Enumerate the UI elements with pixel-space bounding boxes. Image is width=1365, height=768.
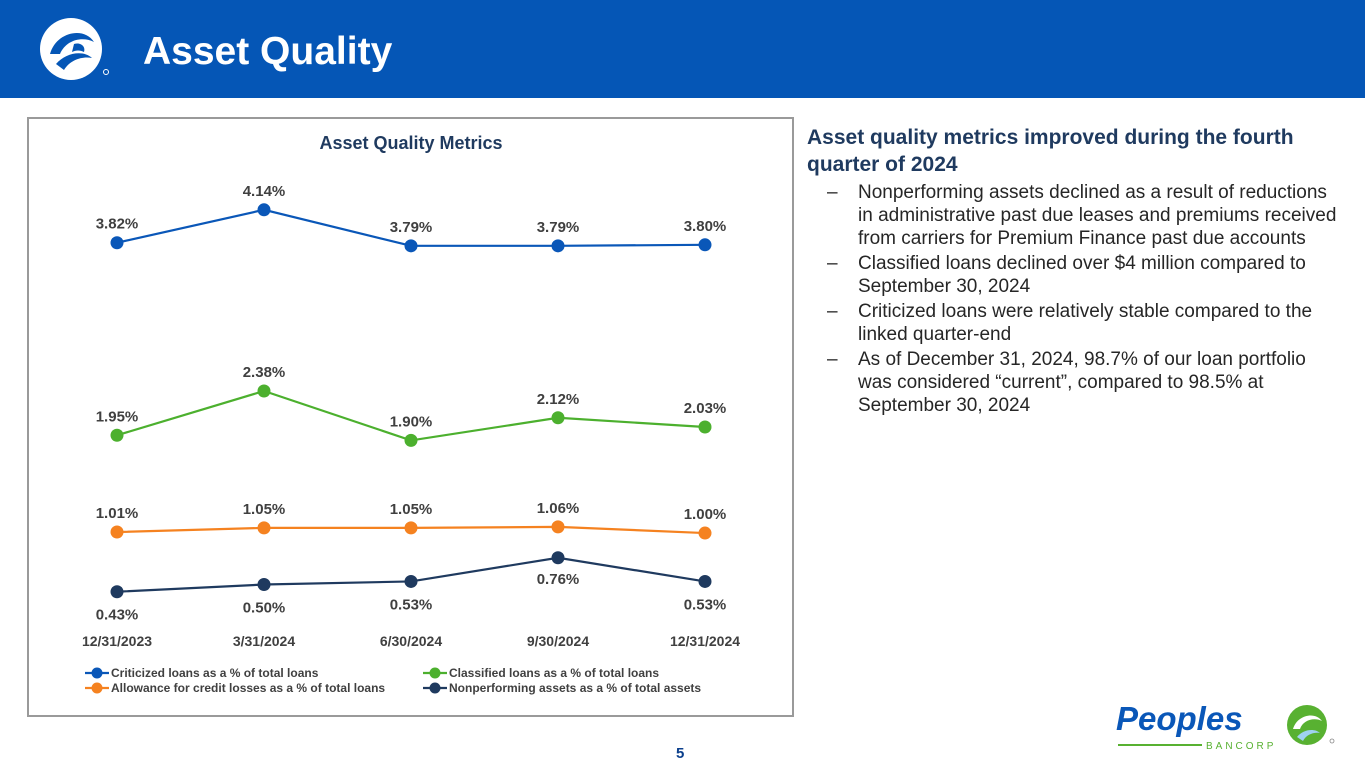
header-bar: Asset Quality xyxy=(0,0,1365,98)
data-label: 1.06% xyxy=(537,500,580,517)
data-point xyxy=(257,521,271,535)
commentary-panel: Asset quality metrics improved during th… xyxy=(807,124,1337,419)
data-label: 1.05% xyxy=(390,501,433,518)
data-label: 0.53% xyxy=(684,596,727,613)
data-label: 3.79% xyxy=(537,219,580,236)
legend-marker xyxy=(91,682,103,694)
commentary-heading: Asset quality metrics improved during th… xyxy=(807,126,1294,176)
page-title: Asset Quality xyxy=(143,30,393,73)
legend-label: Nonperforming assets as a % of total ass… xyxy=(449,681,701,695)
data-point xyxy=(257,203,271,217)
data-label: 2.38% xyxy=(243,364,286,381)
data-label: 3.79% xyxy=(390,219,433,236)
commentary-bullet: – As of December 31, 2024, 98.7% of our … xyxy=(807,348,1337,417)
bullet-dash: – xyxy=(827,182,838,203)
data-point xyxy=(110,525,124,539)
data-label: 2.03% xyxy=(684,400,727,417)
data-point xyxy=(404,521,418,535)
commentary-bullet: – Criticized loans were relatively stabl… xyxy=(807,300,1337,346)
brand-name: Peoples xyxy=(1116,700,1243,737)
legend-marker xyxy=(429,667,441,679)
brand-subname: BANCORP xyxy=(1206,741,1276,752)
peoples-emblem-icon xyxy=(40,18,109,80)
data-label: 1.90% xyxy=(390,413,433,430)
data-label: 0.50% xyxy=(243,600,286,617)
bullet-text: Nonperforming assets declined as a resul… xyxy=(858,182,1337,249)
data-point xyxy=(551,411,565,425)
x-tick-label: 3/31/2024 xyxy=(233,633,295,649)
page-number: 5 xyxy=(676,745,685,762)
data-point xyxy=(257,384,271,398)
chart-title: Asset Quality Metrics xyxy=(319,133,502,153)
data-label: 2.12% xyxy=(537,391,580,408)
bullet-dash: – xyxy=(827,301,838,322)
data-label: 3.80% xyxy=(684,218,727,235)
asset-quality-chart: Asset Quality Metrics 3.82% 4.14% 3.79% 3.79… xyxy=(82,133,740,695)
legend-label: Criticized loans as a % of total loans xyxy=(111,666,319,680)
data-point xyxy=(110,428,124,442)
commentary-bullet: – Nonperforming assets declined as a res… xyxy=(807,181,1337,250)
data-label: 4.14% xyxy=(243,183,286,200)
data-label: 0.76% xyxy=(537,571,580,588)
peoples-bancorp-logo: Peoples BANCORP xyxy=(1116,700,1335,752)
x-tick-label: 9/30/2024 xyxy=(527,633,589,649)
legend-label: Allowance for credit losses as a % of to… xyxy=(111,681,385,695)
data-label: 0.53% xyxy=(390,596,433,613)
chart-frame xyxy=(27,117,794,717)
data-point xyxy=(404,574,418,588)
data-label: 3.82% xyxy=(96,216,139,233)
legend-marker xyxy=(91,667,103,679)
legend-label: Classified loans as a % of total loans xyxy=(449,666,659,680)
data-label: 1.05% xyxy=(243,501,286,518)
data-point xyxy=(551,551,565,565)
data-label: 1.01% xyxy=(96,505,139,522)
x-tick-label: 6/30/2024 xyxy=(380,633,442,649)
x-tick-label: 12/31/2024 xyxy=(670,633,740,649)
bullet-text: As of December 31, 2024, 98.7% of our lo… xyxy=(858,349,1306,416)
bullet-dash: – xyxy=(827,349,838,370)
data-point xyxy=(698,238,712,252)
data-point xyxy=(698,574,712,588)
data-label: 1.95% xyxy=(96,408,139,425)
data-point xyxy=(404,433,418,447)
data-point xyxy=(551,520,565,534)
data-point xyxy=(404,239,418,253)
data-point xyxy=(698,420,712,434)
bullet-text: Classified loans declined over $4 millio… xyxy=(858,253,1306,297)
commentary-bullet: – Classified loans declined over $4 mill… xyxy=(807,252,1337,298)
data-point xyxy=(551,239,565,253)
data-point xyxy=(110,585,124,599)
data-label: 0.43% xyxy=(96,607,139,624)
x-tick-label: 12/31/2023 xyxy=(82,633,152,649)
data-point xyxy=(698,526,712,540)
data-point xyxy=(110,236,124,250)
data-point xyxy=(257,578,271,592)
bullet-text: Criticized loans were relatively stable … xyxy=(858,301,1313,345)
bullet-dash: – xyxy=(827,253,838,274)
data-label: 1.00% xyxy=(684,506,727,523)
legend-marker xyxy=(429,682,441,694)
